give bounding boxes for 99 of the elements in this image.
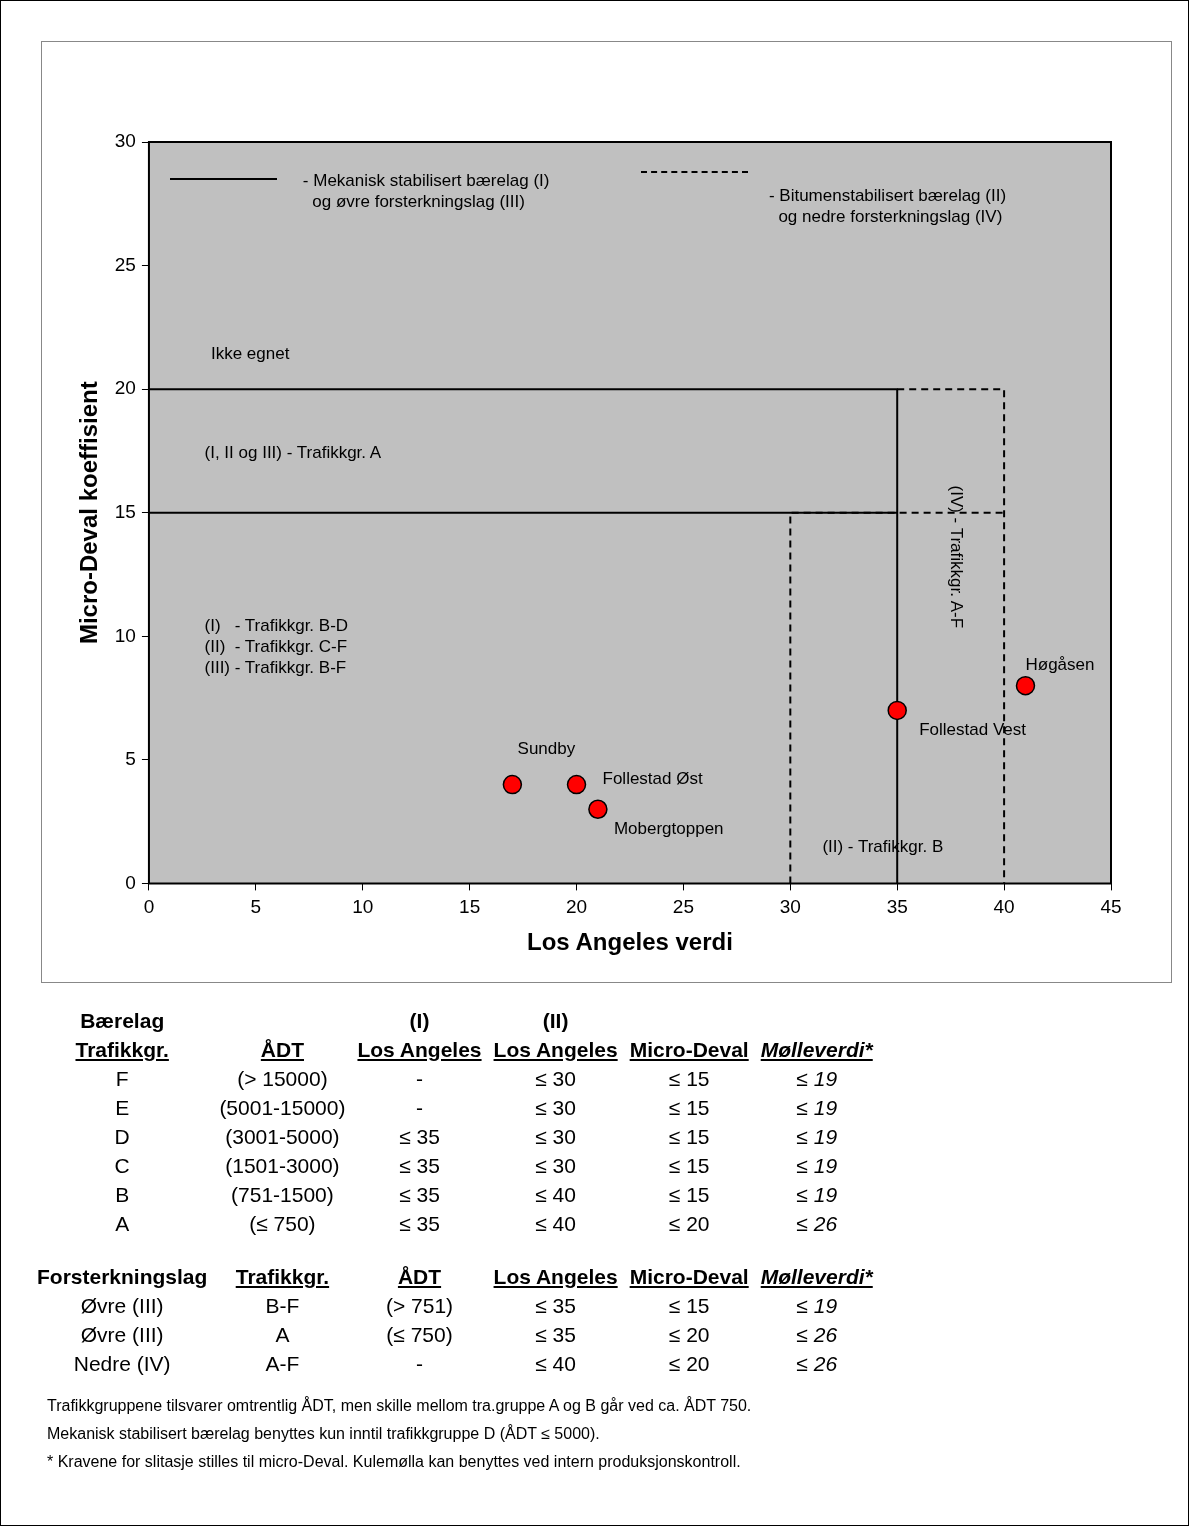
x-tick-label: 45: [1100, 896, 1122, 918]
y-tick-label: 5: [125, 748, 136, 770]
y-axis-title: Micro-Deval koeffisient: [75, 381, 103, 645]
text: ≤ 40: [535, 1183, 576, 1206]
text: Bærelag Trafikkgr.: [75, 1009, 169, 1061]
text: ≤ 19: [796, 1154, 838, 1177]
annotation: Follestad Øst: [602, 769, 703, 789]
text: Forsterkningslag: [37, 1265, 208, 1288]
text: F: [115, 1067, 129, 1090]
x-tick-label: 0: [143, 896, 155, 918]
annotation: Sundby: [517, 739, 576, 759]
text: B: [115, 1183, 130, 1206]
annotation: (IV) - Trafikkgr. A-F: [947, 485, 967, 629]
x-tick-label: 20: [565, 896, 588, 918]
text: ≤ 40: [535, 1212, 576, 1235]
text: Øvre (III): [80, 1323, 164, 1346]
text: ÅDT: [397, 1265, 442, 1288]
text: ≤ 15: [668, 1125, 710, 1148]
text: ≤ 30: [535, 1125, 576, 1148]
annotation: - Bitumenstabilisert bærelag (II) og nedre forsterkningslag (IV): [768, 186, 1007, 227]
text: ≤ 20: [668, 1323, 710, 1346]
text: ≤ 19: [796, 1294, 838, 1317]
text: (II) Los Angeles: [493, 1009, 618, 1061]
text: ≤ 35: [399, 1212, 440, 1235]
text: Trafikkgruppene tilsvarer omtrentlig ÅDT, men skille mellom tra.gruppe A og B går ved ca. ÅDT 750.: [47, 1395, 753, 1416]
text: ≤ 15: [668, 1183, 710, 1206]
text: ≤ 35: [399, 1125, 440, 1148]
text: ÅDT: [260, 1038, 304, 1061]
text: ≤ 35: [399, 1154, 440, 1177]
text: ≤ 35: [399, 1183, 440, 1206]
x-tick-label: 15: [459, 896, 481, 918]
text: -: [416, 1352, 424, 1375]
text: ≤ 15: [668, 1096, 710, 1119]
text: (> 15000): [237, 1067, 328, 1090]
text: ≤ 19: [796, 1183, 838, 1206]
text: Nedre (IV): [73, 1352, 171, 1375]
text: ≤ 26: [796, 1212, 838, 1235]
x-axis-title: Los Angeles verdi: [527, 928, 733, 956]
y-tick-label: 15: [114, 500, 136, 522]
text: ≤ 30: [535, 1096, 576, 1119]
y-tick-label: 20: [114, 377, 136, 399]
text: (≤ 750): [249, 1212, 316, 1235]
text: Trafikkgr.: [235, 1265, 330, 1288]
text: ≤ 19: [796, 1125, 838, 1148]
annotation: Ikke egnet: [210, 344, 290, 364]
text: E: [115, 1096, 130, 1119]
text: Mølleverdi*: [760, 1038, 873, 1061]
text: ≤ 35: [535, 1294, 576, 1317]
annotation: (I) - Trafikkgr. B-D (II) - Trafikkgr. C-F (III) - Trafikkgr. B-F: [204, 616, 349, 678]
y-tick-label: 10: [114, 624, 136, 646]
text: (I) Los Angeles: [357, 1009, 482, 1061]
text: A: [275, 1323, 290, 1346]
text: (1501-3000): [225, 1154, 340, 1177]
text: ≤ 30: [535, 1154, 576, 1177]
text: (751-1500): [231, 1183, 334, 1206]
text: Micro-Deval: [629, 1265, 749, 1288]
text: -: [416, 1096, 424, 1119]
text: (3001-5000): [225, 1125, 340, 1148]
annotation: Mobergtoppen: [613, 818, 724, 838]
x-tick-label: 10: [352, 896, 374, 918]
text: -: [416, 1067, 424, 1090]
text: ≤ 35: [535, 1323, 576, 1346]
text: ≤ 15: [668, 1294, 710, 1317]
x-tick-label: 40: [993, 896, 1015, 918]
annotation: - Mekanisk stabilisert bærelag (I) og øvre forsterkningslag (III): [302, 171, 550, 212]
x-tick-label: 5: [250, 896, 262, 918]
text: ≤ 30: [535, 1067, 576, 1090]
text: A: [115, 1212, 130, 1235]
annotation: (I, II og III) - Trafikkgr. A: [204, 443, 382, 463]
text: C: [114, 1154, 130, 1177]
text: Mekanisk stabilisert bærelag benyttes kun inntil trafikkgruppe D (ÅDT ≤ 5000).: [47, 1423, 601, 1444]
x-tick-label: 25: [672, 896, 694, 918]
text: ≤ 26: [796, 1323, 838, 1346]
text: ≤ 15: [668, 1067, 710, 1090]
text: ≤ 19: [796, 1096, 838, 1119]
text: (> 751): [385, 1294, 454, 1317]
text: ≤ 15: [668, 1154, 710, 1177]
text: ≤ 19: [796, 1067, 838, 1090]
text: Øvre (III): [80, 1294, 164, 1317]
text: ≤ 40: [535, 1352, 576, 1375]
text: * Kravene for slitasje stilles til micro-Deval. Kulemølla kan benyttes ved intern produksjonskontroll.: [47, 1452, 742, 1472]
text: A-F: [265, 1352, 300, 1375]
y-tick-label: 25: [114, 253, 136, 275]
text: B-F: [265, 1294, 300, 1317]
annotation: Follestad Vest: [919, 720, 1027, 740]
text: Los Angeles: [493, 1265, 618, 1288]
y-tick-label: 0: [125, 871, 136, 893]
text: ≤ 20: [668, 1352, 710, 1375]
text: ≤ 20: [668, 1212, 710, 1235]
x-tick-label: 30: [779, 896, 801, 918]
text: Mølleverdi*: [760, 1265, 873, 1288]
text: Micro-Deval: [629, 1038, 749, 1061]
annotation: Høgåsen: [1025, 655, 1095, 675]
text: D: [114, 1125, 130, 1148]
text: (≤ 750): [386, 1323, 453, 1346]
x-tick-label: 35: [886, 896, 908, 918]
y-tick-label: 30: [114, 130, 136, 152]
text: (5001-15000): [219, 1096, 346, 1119]
text: ≤ 26: [796, 1352, 838, 1375]
